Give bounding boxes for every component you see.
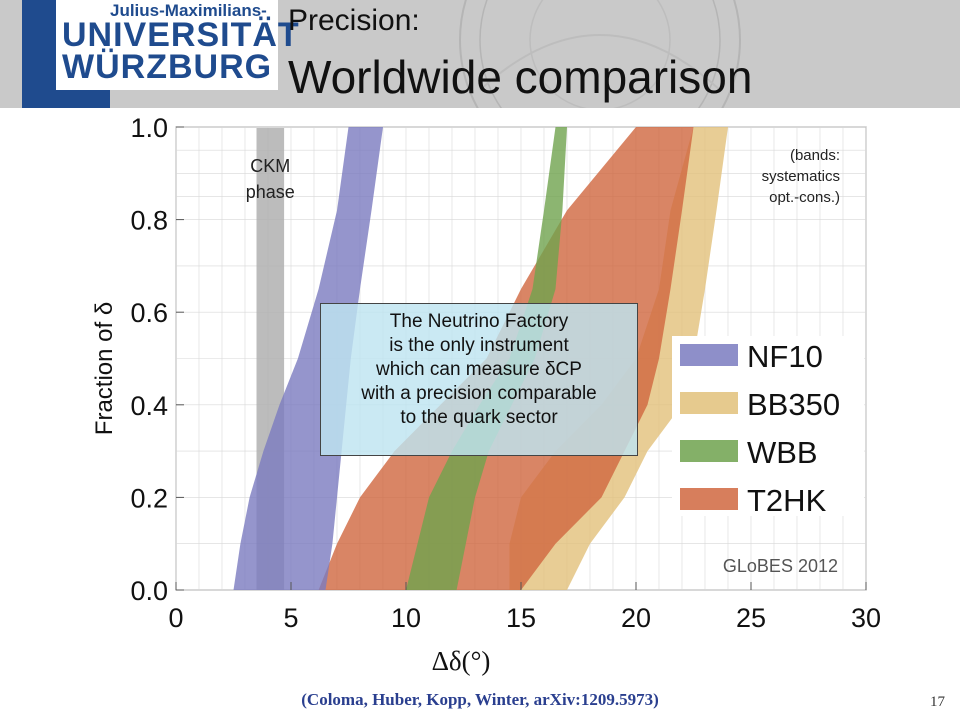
x-tick-label: 20	[621, 603, 651, 633]
callout-box: The Neutrino Factory is the only instrum…	[320, 303, 638, 456]
callout-line: with a precision comparable	[361, 383, 597, 404]
x-tick-label: 30	[851, 603, 881, 633]
globes-watermark: GLoBES 2012	[723, 556, 838, 576]
legend-swatch-bb350	[680, 392, 738, 414]
callout-line: is the only instrument	[389, 335, 569, 356]
callout-line: The Neutrino Factory	[389, 311, 569, 332]
page-number: 17	[930, 694, 945, 710]
y-axis-label: Fraction of δ	[91, 302, 118, 435]
callout-line: which can measure δCP	[376, 359, 582, 380]
citation: (Coloma, Huber, Kopp, Winter, arXiv:1209…	[301, 690, 659, 709]
band-note: systematics	[762, 168, 840, 185]
band-note: (bands:	[790, 147, 840, 164]
precision-chart: 0 5 10 15 20 25 30 0.0 0.2 0.4 0.6 0.8 1.0 Δδ(°) Fract…	[91, 113, 881, 676]
legend-label-nf10: NF10	[747, 339, 823, 374]
y-tick-label: 0.0	[130, 576, 168, 606]
x-tick-label: 5	[283, 603, 298, 633]
y-tick-label: 0.2	[130, 483, 168, 513]
x-tick-label: 0	[168, 603, 183, 633]
legend-swatch-nf10	[680, 344, 738, 366]
legend-label-wbb: WBB	[747, 435, 818, 470]
x-tick-label: 15	[506, 603, 536, 633]
legend-label-t2hk: T2HK	[747, 483, 827, 518]
ckm-label: CKM	[250, 156, 290, 176]
logo-background	[56, 0, 278, 90]
legend-swatch-t2hk	[680, 488, 738, 510]
y-tick-label: 0.8	[130, 206, 168, 236]
callout-line: to the quark sector	[400, 407, 558, 428]
x-tick-label: 25	[736, 603, 766, 633]
university-name-line2: WÜRZBURG	[62, 48, 273, 86]
slide-title: Worldwide comparison	[288, 51, 753, 103]
x-axis-label: Δδ(°)	[432, 646, 491, 676]
y-tick-label: 0.4	[130, 391, 168, 421]
x-tick-label: 10	[391, 603, 421, 633]
legend-label-bb350: BB350	[747, 387, 840, 422]
legend-swatch-wbb	[680, 440, 738, 462]
university-name-line1: UNIVERSITÄT	[62, 16, 300, 54]
band-note: opt.-cons.)	[769, 189, 840, 206]
header: Julius-Maximilians- UNIVERSITÄT WÜRZBURG…	[0, 0, 960, 108]
y-tick-label: 0.6	[130, 298, 168, 328]
band-wbb	[406, 127, 567, 590]
band-nf10	[233, 127, 383, 590]
y-tick-label: 1.0	[130, 113, 168, 143]
seal-watermark	[459, 0, 741, 108]
slide-title-small: Precision:	[288, 4, 420, 37]
ckm-label: phase	[246, 182, 295, 202]
university-subtitle: Julius-Maximilians-	[110, 1, 267, 20]
